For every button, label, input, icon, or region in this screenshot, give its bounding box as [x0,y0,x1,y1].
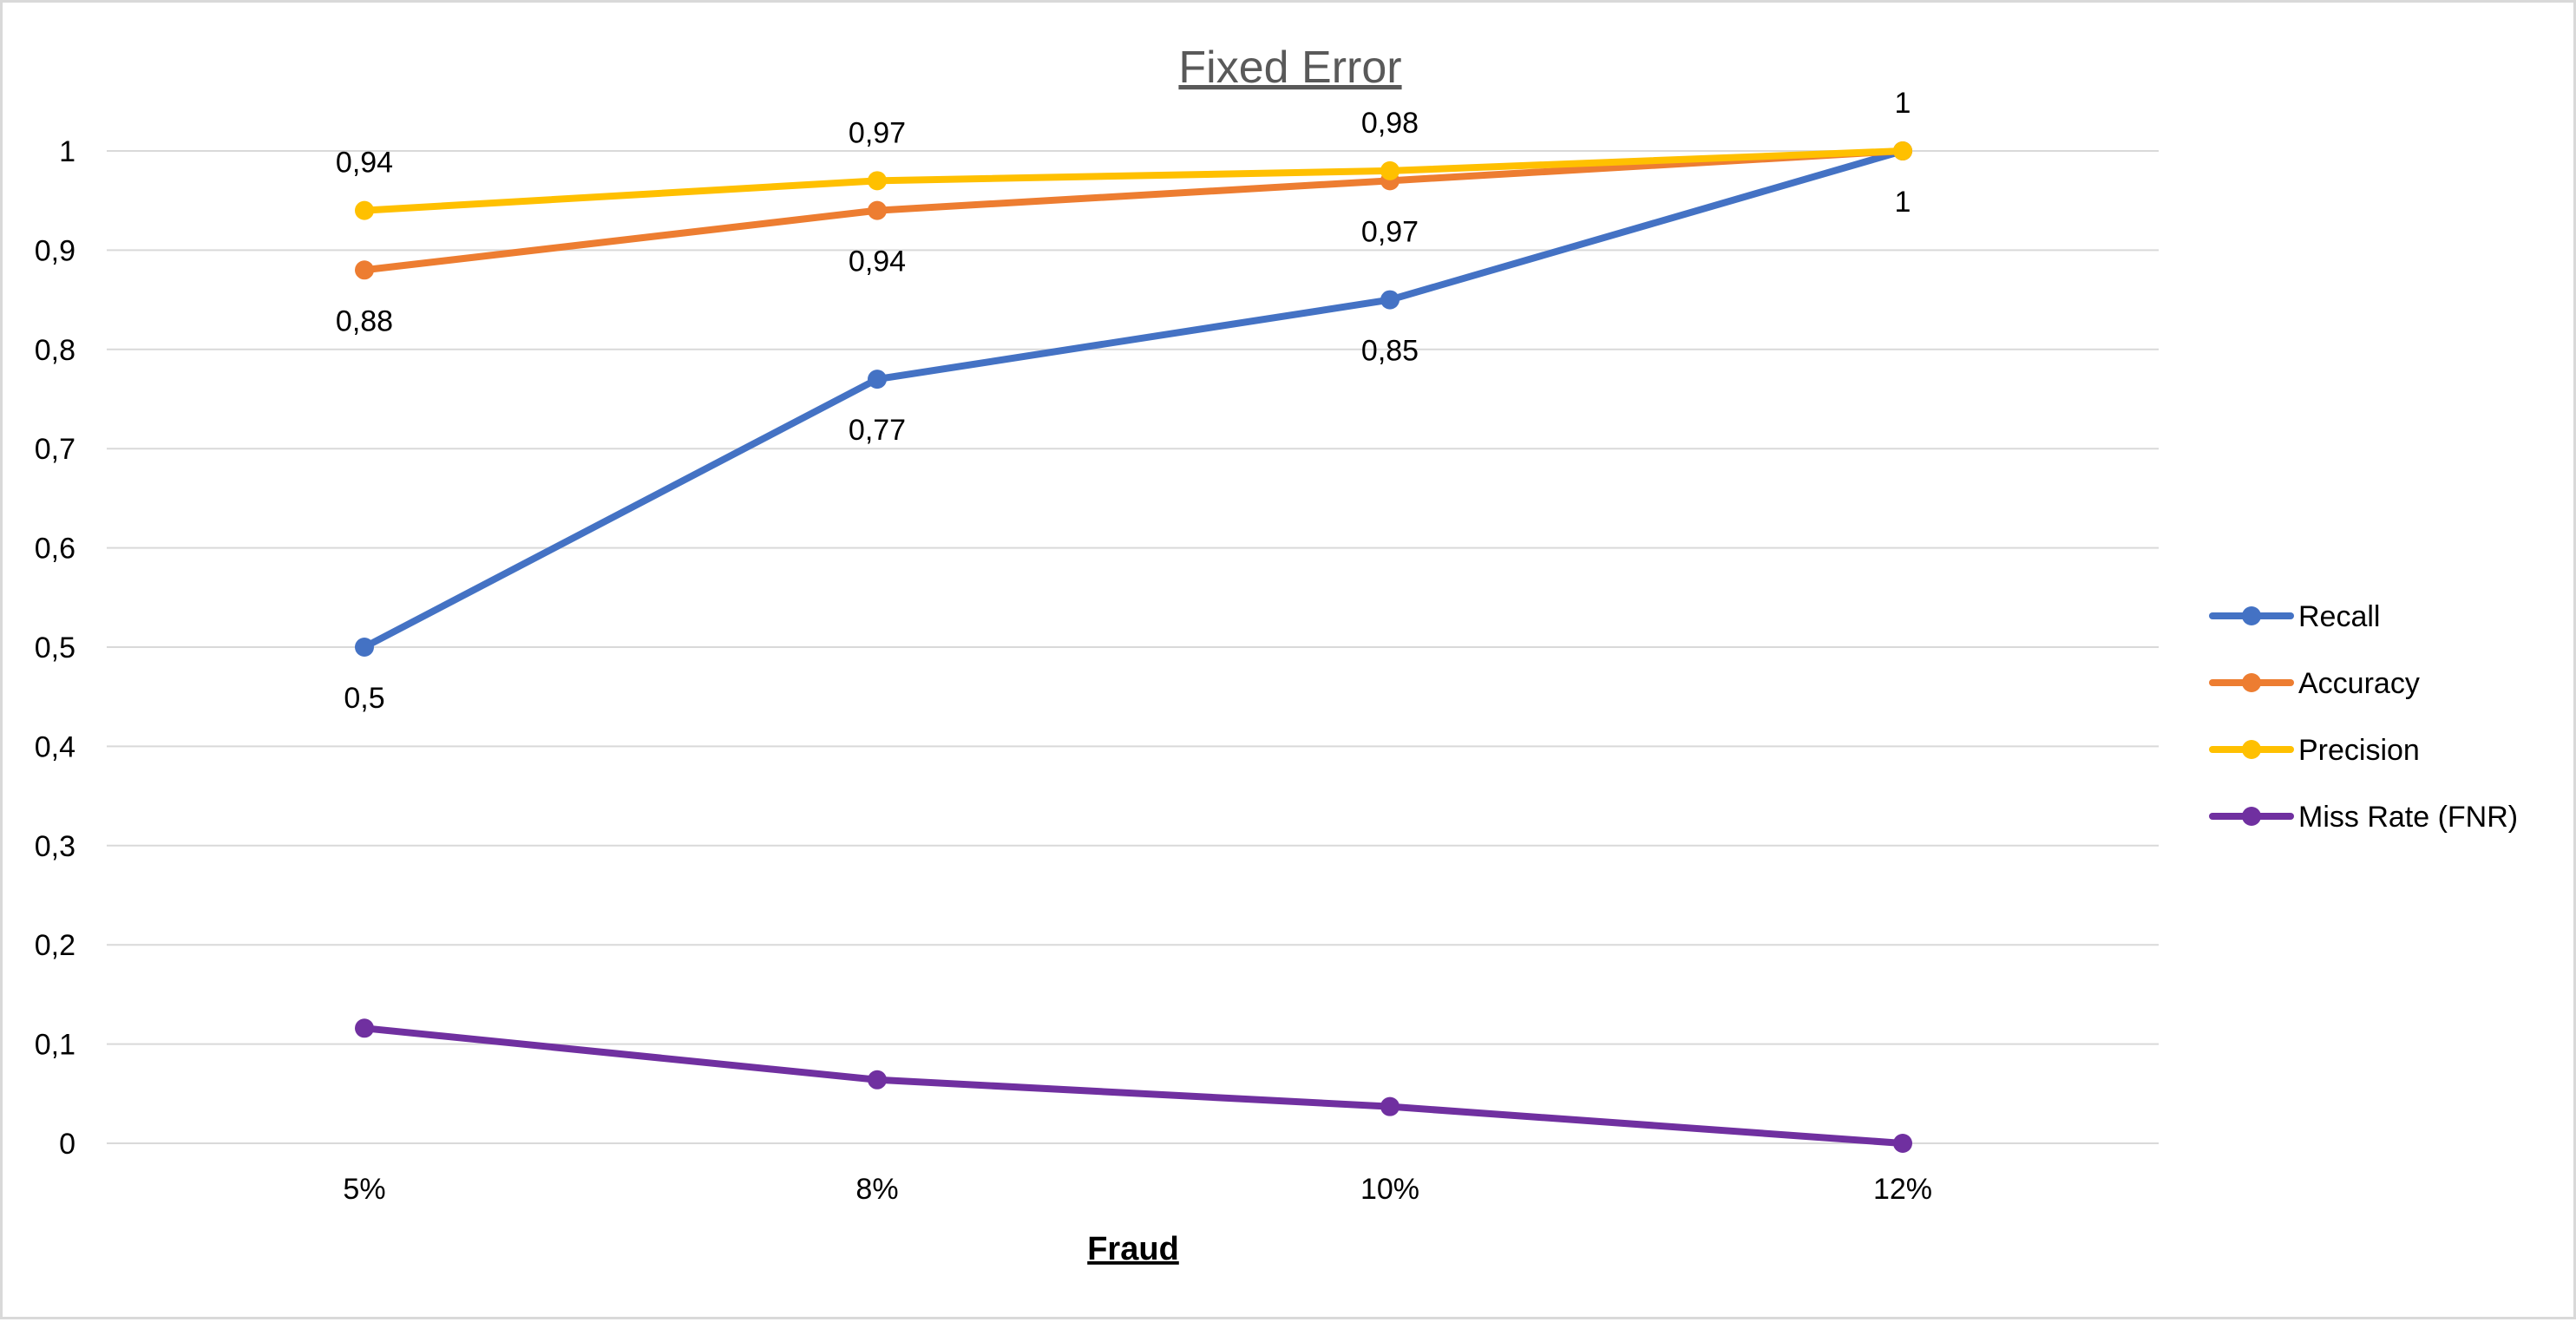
data-point-miss-rate-fnr [1380,1096,1399,1116]
legend-label: Miss Rate (FNR) [2298,801,2518,834]
data-label-recall: 0,5 [344,682,384,715]
data-label-recall: 1 [1895,186,1911,219]
line-chart: Fixed Error 0 0,1 0,2 0,3 0,4 0,5 0,6 0,7 0,8 0,9… [35,43,2518,1267]
data-point-miss-rate-fnr [355,1018,374,1038]
legend-item-miss-rate-fnr: Miss Rate (FNR) [2209,801,2518,834]
y-tick-label: 0,1 [35,1029,75,1062]
legend-marker [2242,740,2261,759]
data-label-recall: 0,85 [1361,335,1419,368]
legend-marker [2242,606,2261,625]
data-label-precision: 0,98 [1361,107,1419,140]
data-label-recall: 0,77 [849,414,906,447]
data-label-precision: 0,94 [336,147,393,180]
data-label-precision: 1 [1895,87,1911,120]
y-axis: 0 0,1 0,2 0,3 0,4 0,5 0,6 0,7 0,8 0,9 1 [35,135,75,1161]
data-point-recall [1380,290,1399,310]
y-tick-label: 0 [59,1128,75,1161]
y-tick-label: 1 [59,135,75,168]
y-tick-label: 0,5 [35,632,75,664]
x-tick-label: 12% [1873,1173,1932,1206]
data-point-precision [1380,160,1399,180]
legend-label: Recall [2298,600,2380,633]
series-miss-rate-fnr [355,1018,1912,1153]
data-label-accuracy: 0,97 [1361,215,1419,248]
legend: Recall Accuracy Precision Miss Rate (FNR) [2209,600,2518,834]
data-label-accuracy: 0,88 [336,304,393,337]
legend-label: Accuracy [2298,667,2420,700]
legend-label: Precision [2298,734,2420,767]
y-tick-label: 0,3 [35,830,75,863]
data-point-precision [355,200,374,220]
data-point-recall [355,638,374,657]
gridlines [107,150,2159,1144]
x-tick-label: 5% [343,1173,385,1206]
y-tick-label: 0,4 [35,730,75,763]
y-tick-label: 0,9 [35,234,75,267]
series-line-recall [361,147,1906,651]
legend-marker [2242,807,2261,826]
series-line-accuracy [361,147,1906,274]
data-point-accuracy [355,260,374,280]
legend-item-accuracy: Accuracy [2209,667,2420,700]
y-tick-label: 0,7 [35,433,75,466]
y-tick-label: 0,2 [35,929,75,962]
legend-item-recall: Recall [2209,600,2380,633]
series-recall [355,141,1912,657]
data-point-precision [868,171,887,191]
x-axis-title: Fraud [1087,1231,1179,1267]
series-line-miss-rate-fnr [361,1024,1906,1147]
legend-marker [2242,673,2261,692]
series-group [355,141,1912,1153]
data-point-miss-rate-fnr [868,1070,887,1090]
data-point-miss-rate-fnr [1893,1134,1912,1153]
data-label-precision: 0,97 [849,116,906,149]
data-label-accuracy: 0,94 [849,245,906,278]
x-tick-label: 10% [1360,1173,1419,1206]
data-point-accuracy [868,200,887,220]
y-tick-label: 0,6 [35,533,75,566]
legend-item-precision: Precision [2209,734,2420,767]
x-axis: 5% 8% 10% 12% [343,1173,1932,1206]
x-tick-label: 8% [855,1173,898,1206]
chart-title: Fixed Error [1178,43,1401,93]
data-point-recall [868,370,887,389]
series-line-precision [361,147,1906,214]
y-tick-label: 0,8 [35,334,75,367]
data-labels: 0,5 0,77 0,85 1 0,88 0,94 0,97 0,94 0,97 0,98 1 [336,87,1911,715]
data-point-precision [1893,141,1912,160]
series-precision [355,141,1912,220]
